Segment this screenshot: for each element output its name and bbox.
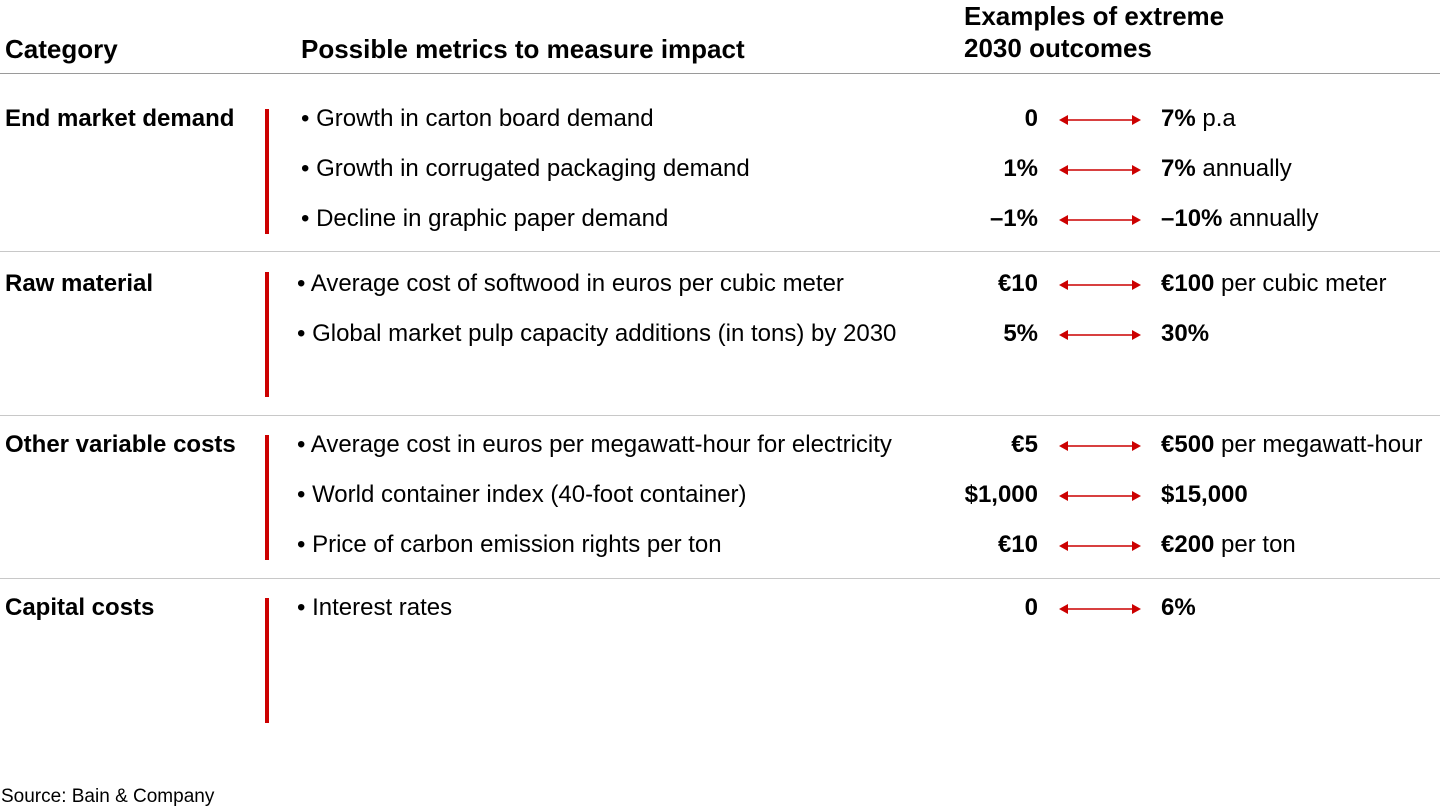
high-value-number: 6%	[1161, 594, 1196, 621]
category-label: Other variable costs	[5, 431, 236, 458]
high-value: 6%	[1161, 594, 1196, 622]
high-value-number: 7%	[1161, 155, 1196, 182]
high-value-number: –10%	[1161, 205, 1223, 232]
high-value-number: €200	[1161, 531, 1215, 558]
metric-label: • World container index (40-foot contain…	[297, 481, 747, 508]
header-category: Category	[5, 34, 118, 64]
double-arrow-icon	[1059, 541, 1141, 551]
high-value-unit: per ton	[1214, 531, 1296, 558]
header-outcomes-line1: Examples of extreme	[964, 1, 1225, 31]
header-outcomes-line2: 2030 outcomes	[964, 33, 1152, 63]
high-value: €100 per cubic meter	[1161, 270, 1386, 298]
high-value-number: 7%	[1161, 105, 1196, 132]
metric-label: • Average cost of softwood in euros per …	[297, 270, 844, 297]
metric-label: • Average cost in euros per megawatt-hou…	[297, 431, 892, 458]
double-arrow-icon	[1059, 604, 1141, 614]
double-arrow-icon	[1059, 491, 1141, 501]
low-value: 0	[1024, 105, 1038, 132]
double-arrow-icon	[1059, 441, 1141, 451]
high-value: 30%	[1161, 320, 1209, 348]
category-accent-bar	[265, 435, 269, 560]
metric-label: • Interest rates	[297, 594, 453, 621]
category-label: Raw material	[5, 270, 154, 297]
low-value: $1,000	[964, 481, 1038, 508]
high-value: €200 per ton	[1161, 531, 1296, 559]
low-value: €10	[997, 270, 1038, 297]
high-value-unit: p.a	[1195, 105, 1236, 132]
category-accent-bar	[265, 272, 269, 397]
metric-label: • Growth in carton board demand	[301, 105, 654, 132]
high-value: $15,000	[1161, 481, 1248, 509]
metric-label: • Growth in corrugated packaging demand	[301, 155, 750, 182]
metric-label: • Global market pulp capacity additions …	[297, 320, 897, 347]
category-accent-bar	[265, 598, 269, 723]
high-value: –10% annually	[1161, 205, 1318, 233]
group-divider	[0, 251, 1440, 252]
header-outcomes: Examples of extreme 2030 outcomes	[964, 0, 1224, 64]
high-value-number: $15,000	[1161, 481, 1248, 508]
low-value: 0	[1024, 594, 1038, 621]
low-value: 1%	[1003, 155, 1038, 182]
double-arrow-icon	[1059, 280, 1141, 290]
double-arrow-icon	[1059, 215, 1141, 225]
high-value: 7% annually	[1161, 155, 1292, 183]
high-value: 7% p.a	[1161, 105, 1236, 133]
high-value: €500 per megawatt-hour	[1161, 431, 1423, 459]
header-divider	[0, 73, 1440, 74]
category-accent-bar	[265, 109, 269, 234]
low-value: 5%	[1003, 320, 1038, 347]
category-label: End market demand	[5, 105, 235, 132]
category-label: Capital costs	[5, 594, 155, 621]
group-divider	[0, 578, 1440, 579]
double-arrow-icon	[1059, 165, 1141, 175]
high-value-unit: per cubic meter	[1214, 270, 1387, 297]
high-value-unit: annually	[1222, 205, 1319, 232]
low-value: €5	[1011, 431, 1038, 458]
metric-label: • Decline in graphic paper demand	[301, 205, 669, 232]
source-note: Source: Bain & Company	[1, 786, 215, 807]
low-value: –1%	[989, 205, 1038, 232]
metric-label: • Price of carbon emission rights per to…	[297, 531, 722, 558]
header-metrics: Possible metrics to measure impact	[301, 34, 745, 64]
high-value-number: €500	[1161, 431, 1215, 458]
low-value: €10	[997, 531, 1038, 558]
group-divider	[0, 415, 1440, 416]
high-value-number: €100	[1161, 270, 1215, 297]
double-arrow-icon	[1059, 115, 1141, 125]
double-arrow-icon	[1059, 330, 1141, 340]
high-value-number: 30%	[1161, 320, 1210, 347]
high-value-unit: per megawatt-hour	[1214, 431, 1423, 458]
high-value-unit: annually	[1195, 155, 1292, 182]
